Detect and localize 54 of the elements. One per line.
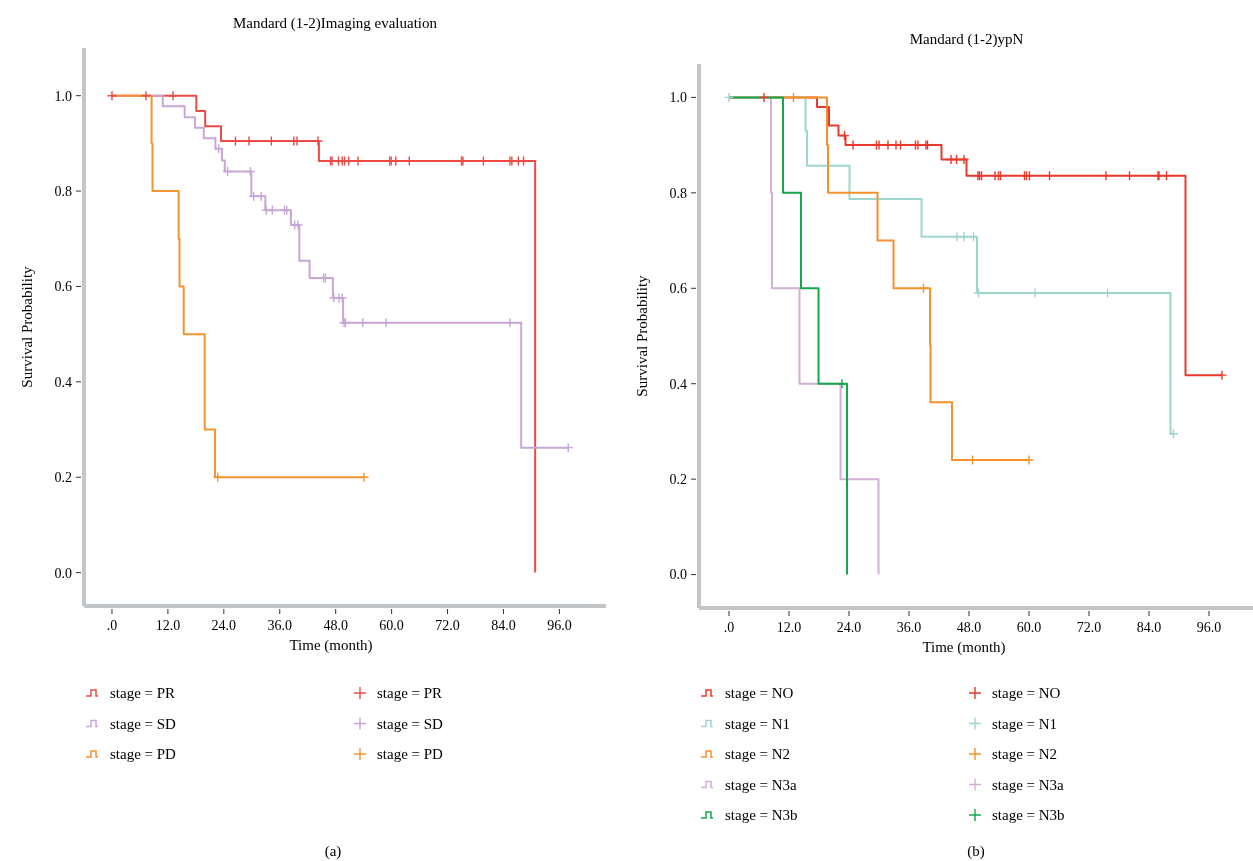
text: (b): [967, 843, 985, 860]
x-tick-label: 48.0: [956, 620, 982, 635]
x-tick-label: 84.0: [1136, 620, 1162, 635]
x-tick-label: 36.0: [267, 618, 292, 633]
x-axis-title: Time (month): [922, 639, 1006, 656]
legend-label: stage = N1: [992, 715, 1058, 732]
x-tick-label: .0: [723, 620, 735, 635]
y-tick-label: 0.4: [54, 374, 72, 390]
legend-label: stage = SD: [110, 715, 177, 732]
x-tick-label: 84.0: [491, 618, 516, 633]
legend-label: stage = N1: [725, 715, 791, 732]
legend-label: stage = N3a: [725, 776, 798, 793]
legend-label: stage = N3a: [992, 776, 1065, 793]
x-tick-label: 12.0: [155, 618, 181, 633]
legend-label: stage = N2: [992, 746, 1058, 763]
text: (a): [324, 843, 342, 860]
y-tick-label: 0.8: [669, 185, 687, 201]
x-tick-label: 24.0: [836, 620, 862, 635]
y-tick-label: 0.0: [669, 567, 687, 583]
x-tick-label: 48.0: [323, 618, 348, 633]
y-tick-label: 0.6: [54, 279, 72, 295]
legend-label: stage = NO: [725, 685, 794, 702]
x-tick-label: 60.0: [1016, 620, 1042, 635]
y-axis-title: Survival Probability: [19, 265, 35, 388]
x-tick-label: 12.0: [776, 620, 802, 635]
x-tick-label: 72.0: [1076, 620, 1102, 635]
x-tick-label: 36.0: [896, 620, 922, 635]
y-axis-title: Survival Probability: [634, 274, 650, 397]
legend-label: stage = PD: [110, 746, 177, 763]
y-tick-label: 1.0: [54, 88, 72, 104]
y-tick-label: 0.8: [54, 183, 72, 199]
legend-label: stage = PR: [377, 685, 443, 702]
y-tick-label: 0.4: [669, 376, 687, 392]
x-tick-label: 96.0: [547, 618, 572, 633]
x-tick-label: 72.0: [435, 618, 460, 633]
y-tick-label: 0.2: [669, 472, 687, 488]
x-axis-title: Time (month): [289, 637, 373, 654]
legend-label: stage = NO: [992, 685, 1061, 702]
x-tick-label: 24.0: [211, 618, 237, 633]
legend-label: stage = PR: [110, 685, 176, 702]
x-tick-label: .0: [106, 618, 118, 633]
chart-title: Mandard (1-2)ypN: [909, 31, 1024, 48]
x-tick-label: 96.0: [1196, 620, 1222, 635]
legend-label: stage = SD: [377, 715, 444, 732]
y-tick-label: 0.2: [54, 470, 72, 486]
y-tick-label: 0.0: [54, 565, 72, 581]
legend-label: stage = N3b: [725, 807, 798, 824]
legend-label: stage = N2: [725, 746, 791, 763]
chart-title: Mandard (1-2)Imaging evaluation: [232, 15, 438, 32]
legend-label: stage = N3b: [992, 807, 1065, 824]
legend-label: stage = PD: [377, 746, 444, 763]
x-tick-label: 60.0: [379, 618, 404, 633]
y-tick-label: 0.6: [669, 281, 687, 297]
y-tick-label: 1.0: [669, 90, 687, 106]
